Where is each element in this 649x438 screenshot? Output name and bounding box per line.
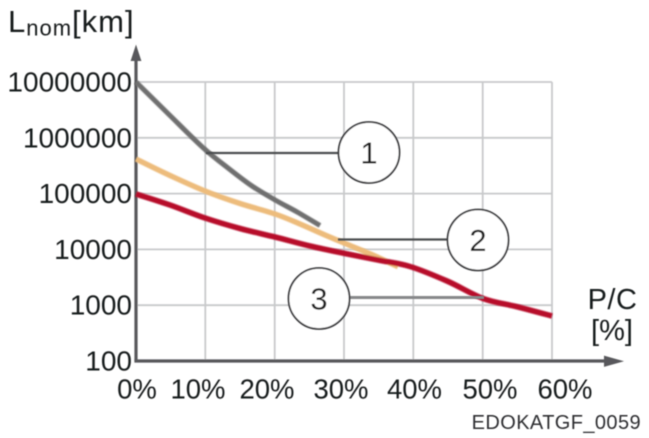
- svg-text:1000: 1000: [70, 290, 132, 321]
- svg-text:3: 3: [310, 282, 327, 317]
- svg-text:20%: 20%: [239, 374, 294, 405]
- svg-text:10000: 10000: [54, 234, 132, 265]
- svg-text:EDOKATGF_0059: EDOKATGF_0059: [472, 412, 641, 434]
- svg-text:10%: 10%: [170, 374, 225, 405]
- svg-text:P/C: P/C: [588, 284, 638, 316]
- svg-text:1000000: 1000000: [23, 122, 132, 153]
- svg-text:100000: 100000: [39, 178, 132, 209]
- svg-text:[%]: [%]: [591, 315, 633, 347]
- svg-text:100: 100: [85, 346, 132, 377]
- svg-text:1: 1: [360, 136, 377, 171]
- svg-text:0%: 0%: [117, 374, 157, 405]
- svg-text:2: 2: [469, 223, 486, 258]
- svg-text:60%: 60%: [537, 374, 592, 405]
- svg-text:40%: 40%: [387, 374, 442, 405]
- svg-text:50%: 50%: [462, 374, 517, 405]
- svg-text:30%: 30%: [313, 374, 368, 405]
- svg-text:10000000: 10000000: [7, 67, 132, 98]
